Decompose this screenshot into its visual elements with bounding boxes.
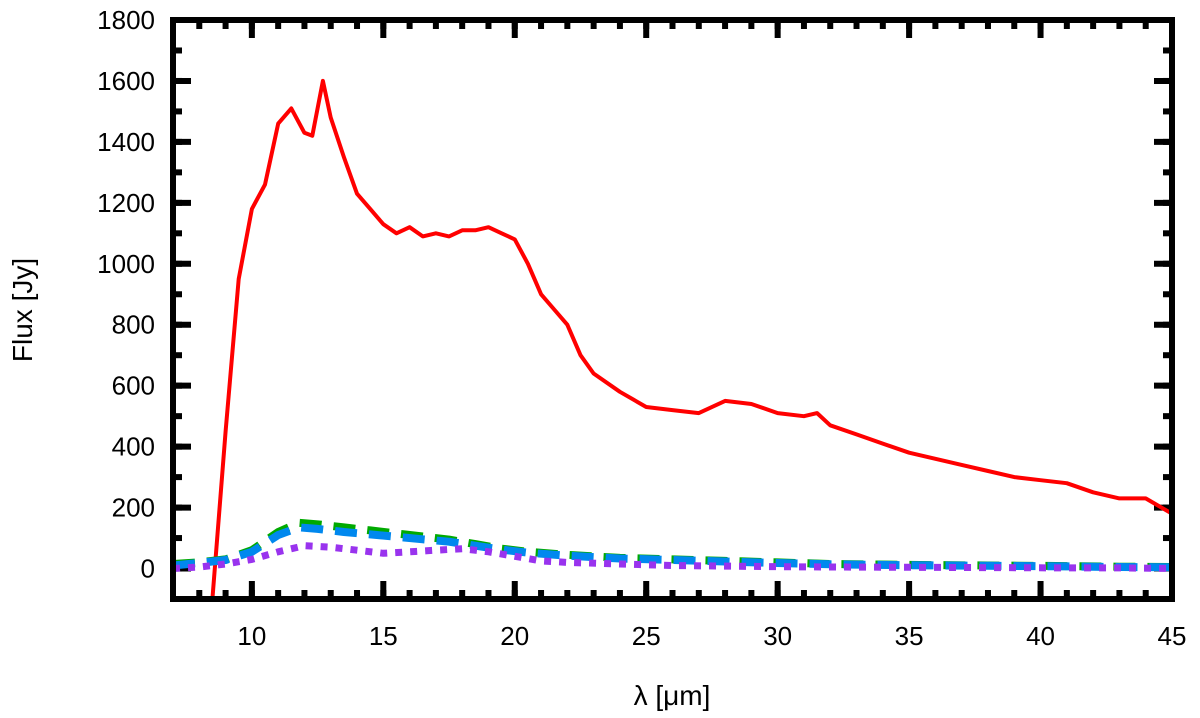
y-tick-label: 1800 [97, 5, 155, 35]
x-tick-label: 10 [237, 621, 266, 651]
y-tick-label: 1400 [97, 127, 155, 157]
y-tick-label: 400 [112, 432, 155, 462]
x-tick-label: 15 [369, 621, 398, 651]
y-tick-label: 600 [112, 371, 155, 401]
x-axis-title: λ [μm] [634, 680, 711, 711]
x-tick-label: 35 [895, 621, 924, 651]
series-line-4 [173, 542, 1172, 572]
y-axis-title: Flux [Jy] [7, 258, 38, 362]
series-layer [173, 78, 1172, 599]
y-tick-label: 1200 [97, 188, 155, 218]
y-tick-label: 1000 [97, 249, 155, 279]
y-tick-label: 200 [112, 493, 155, 523]
axis-ticks [170, 17, 1175, 602]
x-tick-label: 20 [500, 621, 529, 651]
plot-frame [170, 17, 1175, 602]
x-tick-label: 25 [632, 621, 661, 651]
series-line-1 [210, 78, 1172, 599]
y-tick-label: 1600 [97, 66, 155, 96]
x-tick-label: 40 [1026, 621, 1055, 651]
x-tick-label: 45 [1158, 621, 1187, 651]
y-tick-label: 0 [141, 554, 155, 584]
tick-labels: 10 15 20 25 30 35 40 45 0 200 400 600 800 1000 1200 140… [97, 5, 1186, 651]
x-tick-label: 30 [763, 621, 792, 651]
y-tick-label: 800 [112, 310, 155, 340]
